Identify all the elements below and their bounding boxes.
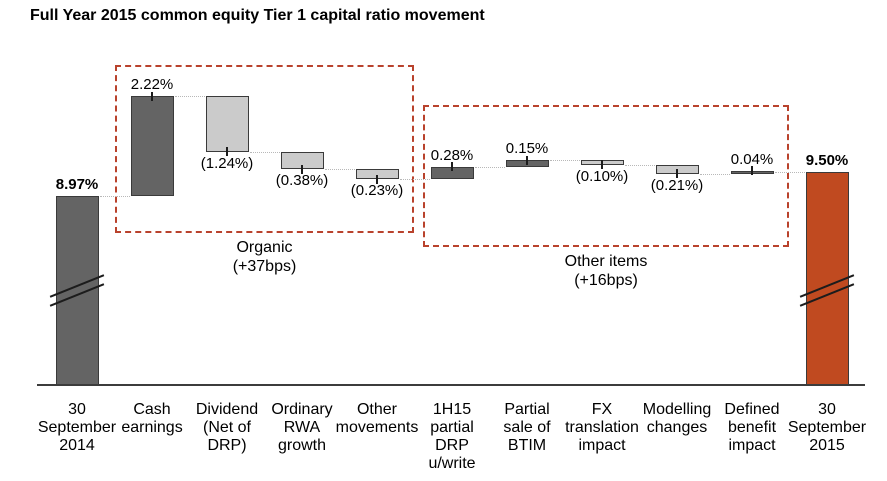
value-label-modelling-changes: (0.21%) <box>650 176 704 194</box>
group-box-other-items <box>423 105 789 247</box>
tick-mark-ordinary-rwa-growth <box>301 164 303 174</box>
category-label-30-september-2015: 30 September 2015 <box>787 401 867 454</box>
value-label-partial-sale-of-btim: 0.15% <box>505 140 549 157</box>
tick-mark-defined-benefit-impact <box>751 166 753 176</box>
bar-30-september-2014 <box>55 196 99 385</box>
bar-30-september-2015 <box>805 172 849 385</box>
category-label-cash-earnings: Cash earnings <box>121 401 183 436</box>
category-label-1h15-partial-drp-u-write: 1H15 partial DRP u/write <box>428 401 476 472</box>
connector-line <box>549 160 580 161</box>
category-label-partial-sale-of-btim: Partial sale of BTIM <box>503 401 551 454</box>
connector-line <box>399 179 430 180</box>
bar-cash-earnings <box>130 96 174 196</box>
bar-dividend-net-of-drp <box>205 96 249 152</box>
tick-mark-modelling-changes <box>676 169 678 179</box>
value-label-1h15-partial-drp-u-write: 0.28% <box>430 146 474 164</box>
value-label-30-september-2015: 9.50% <box>805 152 849 170</box>
chart-title: Full Year 2015 common equity Tier 1 capi… <box>30 7 485 24</box>
value-label-cash-earnings: 2.22% <box>130 76 174 94</box>
tick-mark-fx-translation-impact <box>601 160 603 169</box>
category-label-modelling-changes: Modelling changes <box>642 401 712 436</box>
tick-mark-other-movements <box>376 174 378 184</box>
value-label-ordinary-rwa-growth: (0.38%) <box>275 172 329 189</box>
connector-line <box>99 196 130 197</box>
connector-line <box>699 174 730 175</box>
group-label-organic: Organic (+37bps) <box>232 239 297 275</box>
connector-line <box>474 167 505 168</box>
group-label-other-items: Other items (+16bps) <box>564 253 648 289</box>
value-label-30-september-2014: 8.97% <box>55 176 99 193</box>
connector-line <box>324 169 355 170</box>
connector-line <box>174 96 205 97</box>
connector-line <box>624 165 655 166</box>
tick-mark-dividend-net-of-drp <box>226 147 228 157</box>
category-label-dividend-net-of-drp: Dividend (Net of DRP) <box>195 401 259 454</box>
category-label-fx-translation-impact: FX translation impact <box>565 401 639 454</box>
tick-mark-1h15-partial-drp-u-write <box>451 162 453 172</box>
category-label-defined-benefit-impact: Defined benefit impact <box>724 401 780 454</box>
connector-line <box>249 152 280 153</box>
value-label-fx-translation-impact: (0.10%) <box>575 167 629 185</box>
x-axis-line <box>37 384 865 386</box>
group-box-organic <box>115 65 414 233</box>
tick-mark-partial-sale-of-btim <box>526 155 528 165</box>
tick-mark-cash-earnings <box>151 91 153 101</box>
connector-line <box>774 172 805 173</box>
value-label-other-movements: (0.23%) <box>350 182 404 200</box>
category-label-30-september-2014: 30 September 2014 <box>37 401 117 454</box>
category-label-ordinary-rwa-growth: Ordinary RWA growth <box>271 401 333 454</box>
value-label-defined-benefit-impact: 0.04% <box>730 150 774 168</box>
value-label-dividend-net-of-drp: (1.24%) <box>200 154 254 172</box>
category-label-other-movements: Other movements <box>335 401 419 436</box>
